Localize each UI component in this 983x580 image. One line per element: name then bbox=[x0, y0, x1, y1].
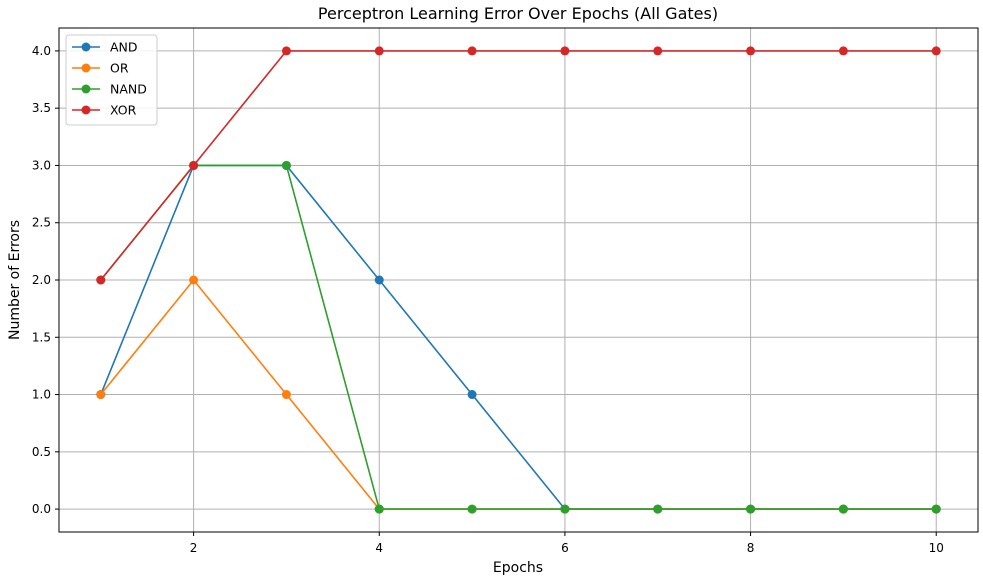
data-point bbox=[374, 46, 384, 56]
data-point bbox=[746, 46, 756, 56]
data-point bbox=[560, 504, 570, 514]
series-line bbox=[100, 164, 937, 510]
data-point bbox=[931, 504, 941, 514]
legend-label: AND bbox=[110, 40, 138, 55]
x-tick-label: 2 bbox=[190, 541, 198, 555]
data-point bbox=[467, 390, 477, 400]
data-point bbox=[746, 504, 756, 514]
data-point bbox=[374, 504, 384, 514]
x-tick-label: 6 bbox=[561, 541, 569, 555]
data-point bbox=[838, 504, 848, 514]
data-point bbox=[189, 275, 199, 285]
y-tick-label: 0.0 bbox=[32, 502, 51, 516]
ticks: 2 4 6 8 10 0.0 0.5 1.0 1.5 2.0 2.5 3.0 3.5 4.0 bbox=[32, 44, 944, 555]
legend-label: OR bbox=[110, 61, 129, 76]
data-point bbox=[96, 275, 106, 285]
series-xor bbox=[96, 46, 941, 285]
chart-title: Perceptron Learning Error Over Epochs (A… bbox=[318, 4, 718, 23]
y-tick-label: 3.5 bbox=[32, 101, 51, 115]
data-point bbox=[653, 504, 663, 514]
data-point bbox=[374, 275, 384, 285]
y-tick-label: 1.0 bbox=[32, 388, 51, 402]
y-tick-label: 0.5 bbox=[32, 445, 51, 459]
data-point bbox=[467, 504, 477, 514]
y-tick-label: 2.0 bbox=[32, 273, 51, 287]
legend-marker bbox=[81, 105, 91, 115]
series-group bbox=[96, 46, 941, 514]
x-tick-label: 4 bbox=[375, 541, 383, 555]
series-line bbox=[100, 50, 937, 281]
data-point bbox=[189, 160, 199, 170]
data-point bbox=[96, 390, 106, 400]
legend-marker bbox=[81, 63, 91, 73]
data-point bbox=[467, 46, 477, 56]
y-tick-label: 1.5 bbox=[32, 330, 51, 344]
data-point bbox=[281, 160, 291, 170]
data-point bbox=[931, 46, 941, 56]
legend-box bbox=[65, 34, 158, 126]
legend-label: XOR bbox=[110, 103, 137, 118]
legend: AND OR NAND XOR bbox=[65, 34, 158, 126]
data-point bbox=[653, 46, 663, 56]
legend-label: NAND bbox=[110, 82, 147, 97]
x-tick-label: 8 bbox=[747, 541, 755, 555]
data-point bbox=[281, 390, 291, 400]
y-tick-label: 3.0 bbox=[32, 158, 51, 172]
data-point bbox=[838, 46, 848, 56]
legend-marker bbox=[81, 84, 91, 94]
data-point bbox=[281, 46, 291, 56]
legend-marker bbox=[81, 42, 91, 52]
x-axis-label: Epochs bbox=[493, 560, 543, 576]
y-axis-label: Number of Errors bbox=[7, 220, 23, 340]
y-tick-label: 4.0 bbox=[32, 44, 51, 58]
x-tick-label: 10 bbox=[929, 541, 944, 555]
y-tick-label: 2.5 bbox=[32, 216, 51, 230]
data-point bbox=[560, 46, 570, 56]
